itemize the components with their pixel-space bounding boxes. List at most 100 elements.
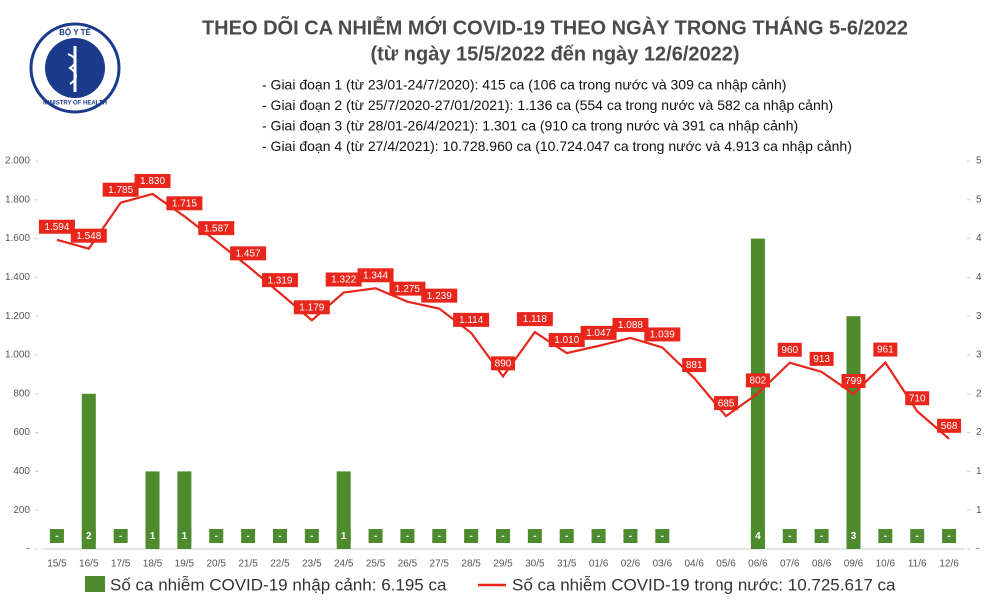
line-label-box <box>453 312 490 327</box>
x-tick-label: 24/5 <box>334 559 354 570</box>
line-label: 1.322 <box>331 275 356 286</box>
line-label: 1.587 <box>204 223 229 234</box>
line-label-box <box>70 228 107 243</box>
line-label-box <box>905 391 930 406</box>
line-label: 961 <box>877 345 894 356</box>
line-label: 1.319 <box>267 275 292 286</box>
bar-label-box <box>368 529 383 543</box>
y-tick-label: 1.600 <box>5 233 30 244</box>
x-tick-label: 09/6 <box>844 559 864 570</box>
line-label-box <box>198 221 235 236</box>
x-tick-label: 29/5 <box>493 559 513 570</box>
x-tick-label: 22/5 <box>270 559 290 570</box>
bar-label-box <box>432 529 447 543</box>
x-tick-label: 04/6 <box>684 559 704 570</box>
line-label: 890 <box>495 358 512 369</box>
line-label-box <box>491 356 515 371</box>
bar-label: - <box>374 531 377 542</box>
bar-label: - <box>533 531 536 542</box>
bar <box>846 316 861 549</box>
bar-label-box <box>113 529 128 543</box>
line-label-box <box>714 396 739 411</box>
x-tick-label: 11/6 <box>908 559 927 570</box>
line-label: 1.457 <box>236 248 261 259</box>
bar-label: - <box>246 531 249 542</box>
line-label-box <box>389 281 426 296</box>
line-label: 1.344 <box>363 270 388 281</box>
y2-tick-label: 3 <box>976 311 982 322</box>
line-label: 710 <box>909 393 926 404</box>
bar-label: - <box>820 531 823 542</box>
x-tick-label: 18/5 <box>143 559 163 570</box>
y2-tick-label: 3 <box>976 350 982 361</box>
bar-label-box <box>496 529 510 543</box>
line-label: 1.239 <box>427 291 452 302</box>
bar-label-box <box>910 529 925 543</box>
x-tick-label: 16/5 <box>79 559 99 570</box>
line-label: 1.548 <box>76 231 101 242</box>
bar-label-box <box>241 529 256 543</box>
x-tick-label: 27/5 <box>430 559 450 570</box>
bar-label-box <box>336 529 351 543</box>
line-label-box <box>745 373 770 388</box>
line-label-box <box>682 358 707 373</box>
bar-label-box <box>814 529 829 543</box>
bar-label-box <box>846 529 861 543</box>
x-tick-label: 03/6 <box>653 559 673 570</box>
line-label: 1.275 <box>395 284 420 295</box>
line-label-box <box>421 288 458 303</box>
bar-label: 2 <box>86 531 92 542</box>
bar-label: - <box>916 531 919 542</box>
line-label: 960 <box>781 345 798 356</box>
y2-tick-label: 2 <box>976 388 982 399</box>
logo-bottom: MINISTRY OF HEALTH <box>43 101 107 107</box>
line <box>56 192 950 440</box>
note: - Giai đoạn 4 (từ 27/4/2021): 10.728.960… <box>262 138 852 154</box>
line-label-box <box>102 182 139 197</box>
logo-top: BỘ Y TẾ <box>59 27 91 37</box>
x-tick-label: 21/5 <box>238 559 258 570</box>
line-label-box <box>230 246 267 261</box>
bar-label: - <box>55 531 58 542</box>
x-tick-label: 23/5 <box>302 559 322 570</box>
y2-tick-label: 2 <box>976 427 982 438</box>
x-tick-label: 12/6 <box>939 559 959 570</box>
x-tick-label: 08/6 <box>812 559 832 570</box>
y-tick-label: 1.800 <box>5 194 30 205</box>
chart-subtitle: (từ ngày 15/5/2022 đến ngày 12/6/2022) <box>370 43 739 65</box>
y-tick-label: 1.400 <box>5 272 30 283</box>
bar-label: - <box>661 531 664 542</box>
bar-label-box <box>209 529 224 543</box>
line-label-box <box>38 219 75 234</box>
line-label-box <box>166 196 203 211</box>
legend-label: Số ca nhiễm COVID-19 trong nước: 10.725.… <box>512 575 896 594</box>
line-label: 913 <box>813 354 830 365</box>
line-label-box <box>873 342 898 357</box>
line-label-box <box>580 325 617 340</box>
bar-label: - <box>629 531 632 542</box>
bar-label-box <box>623 529 638 543</box>
bar-label: - <box>469 531 472 542</box>
line-label: 1.010 <box>554 335 579 346</box>
line-label: 799 <box>845 376 862 387</box>
line-label: 1.715 <box>172 198 197 209</box>
bar-label: 1 <box>150 531 156 542</box>
line-label: 1.047 <box>586 328 611 339</box>
line-label-box <box>548 333 585 348</box>
line-label-box <box>937 418 962 433</box>
bar-label: 3 <box>851 531 857 542</box>
bar-label-box <box>591 529 606 543</box>
note: - Giai đoạn 2 (từ 25/7/2020-27/01/2021):… <box>262 97 833 113</box>
y2-tick-label: 1 <box>976 466 982 477</box>
x-tick-label: 19/5 <box>175 559 195 570</box>
y-tick-label: 2.000 <box>5 156 30 167</box>
y-tick-label: 200 <box>13 505 30 516</box>
bar-label: - <box>278 531 281 542</box>
x-tick-label: 01/6 <box>589 559 609 570</box>
y-tick-label: - <box>27 544 30 555</box>
y-tick-label: 1.200 <box>5 311 30 322</box>
line-label: 1.114 <box>459 315 484 326</box>
y2-tick-label: 1 <box>976 505 982 516</box>
bar-label-box <box>49 529 64 543</box>
